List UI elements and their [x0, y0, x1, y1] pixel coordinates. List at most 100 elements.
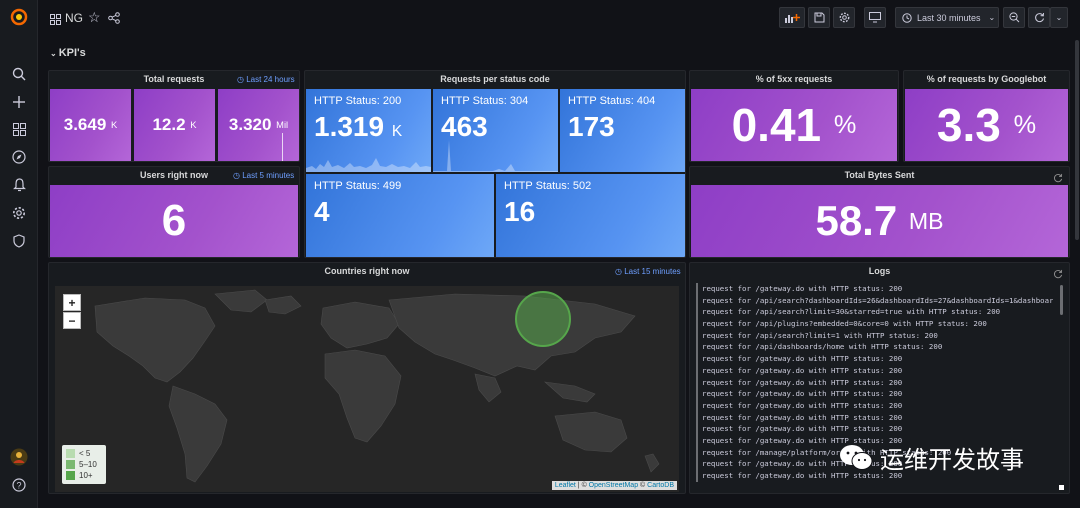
watermark: 运维开发故事 [838, 440, 1024, 475]
top-navbar: NG ☆ Last 30 minutes ⌄ ⌄ [38, 0, 1080, 36]
save-dashboard-button[interactable] [808, 7, 830, 28]
panel-title[interactable]: Logs [868, 266, 891, 276]
log-line[interactable]: request for /gateway.do with HTTP status… [696, 353, 1053, 365]
stat-label: HTTP Status: 200 [314, 95, 402, 107]
share-icon[interactable] [108, 11, 120, 29]
log-line[interactable]: request for /api/search?limit=30&starred… [696, 306, 1053, 319]
stat-value: 4 [314, 196, 330, 227]
osm-link[interactable]: OpenStreetMap [588, 482, 639, 489]
panel-title[interactable]: Requests per status code [440, 74, 550, 84]
leaflet-link[interactable]: Leaflet [554, 482, 576, 489]
log-line[interactable]: request for /api/search?dashboardIds=26&… [696, 294, 1053, 307]
stat-http-502: HTTP Status: 502 16 [496, 174, 685, 257]
stat-value: 1.319 K [314, 111, 403, 142]
attribution-separator: © [638, 482, 648, 489]
refresh-icon[interactable] [1053, 170, 1063, 188]
refresh-interval-dropdown[interactable]: ⌄ [1050, 7, 1068, 28]
stat-total-requests-1: 3.649 K [50, 89, 131, 161]
add-panel-button[interactable] [779, 7, 805, 28]
time-override-label: ◷ Last 15 minutes [615, 267, 681, 276]
plus-icon[interactable] [10, 93, 28, 111]
log-line[interactable]: request for /gateway.do with HTTP status… [696, 388, 1053, 400]
panel-requests-per-status: Requests per status code HTTP Status: 20… [304, 70, 686, 258]
search-icon[interactable] [10, 65, 28, 83]
row-title: KPI's [58, 47, 86, 59]
legend-label: 5–10 [79, 460, 97, 469]
panel-users-right-now: Users right now ◷ Last 5 minutes 6 [48, 166, 300, 258]
log-line[interactable]: request for /gateway.do with HTTP status… [696, 283, 1053, 295]
log-line[interactable]: request for /api/search?limit=1 with HTT… [696, 329, 1053, 342]
refresh-button[interactable] [1028, 7, 1050, 28]
alerting-bell-icon[interactable] [10, 176, 28, 194]
cartodb-link[interactable]: CartoDB [647, 482, 674, 489]
log-list[interactable]: request for /gateway.do with HTTP status… [696, 283, 1053, 489]
panel-pct-5xx: % of 5xx requests 0.41 % [689, 70, 899, 162]
stat-label: HTTP Status: 404 [568, 95, 656, 107]
page-scrollbar[interactable] [1075, 40, 1079, 240]
dashboard-settings-button[interactable] [833, 7, 855, 28]
log-line[interactable]: request for /api/dashboards/home with HT… [696, 341, 1053, 354]
dashboard-title[interactable]: NG [65, 11, 83, 25]
svg-text:?: ? [16, 480, 21, 490]
chevron-down-icon: ⌄ [50, 49, 57, 58]
world-map-land [94, 289, 660, 483]
time-override-label: ◷ Last 5 minutes [233, 171, 295, 180]
shield-icon[interactable] [10, 232, 28, 250]
panel-title[interactable]: % of requests by Googlebot [926, 74, 1047, 84]
log-line[interactable]: request for /gateway.do with HTTP status… [696, 364, 1053, 377]
log-line[interactable]: request for /manage/platform/order with … [696, 446, 1053, 459]
map-legend: < 5 5–10 10+ [62, 445, 106, 484]
explore-compass-icon[interactable] [10, 148, 28, 166]
panel-pct-googlebot: % of requests by Googlebot 3.3 % [903, 70, 1070, 162]
log-line[interactable]: request for /gateway.do with HTTP status… [696, 411, 1053, 424]
log-line[interactable]: request for /gateway.do with HTTP status… [696, 434, 1053, 447]
time-override-label: ◷ Last 24 hours [237, 75, 295, 84]
dashboards-icon[interactable] [10, 120, 28, 138]
time-picker-button[interactable]: Last 30 minutes ⌄ [895, 7, 999, 28]
log-line[interactable]: request for /gateway.do with HTTP status… [696, 399, 1053, 412]
stat-total-requests-2: 12.2 K [134, 89, 215, 161]
stat-http-200: HTTP Status: 200 1.319 K [306, 89, 431, 172]
wechat-icon [840, 444, 873, 470]
map-zoom-in-button[interactable]: + [63, 294, 81, 311]
stat-label: HTTP Status: 502 [504, 180, 592, 192]
map-zoom-out-button[interactable]: − [63, 312, 81, 329]
row-collapse-toggle[interactable]: ⌄ KPI's [50, 47, 86, 59]
log-line[interactable]: request for /gateway.do with HTTP status… [696, 470, 1053, 482]
panel-title[interactable]: Total requests [143, 74, 205, 84]
sparkline [433, 140, 558, 172]
settings-gear-icon[interactable] [10, 204, 28, 222]
user-avatar[interactable] [10, 448, 28, 466]
resize-handle[interactable] [1059, 485, 1064, 490]
panel-title[interactable]: Countries right now [324, 266, 410, 276]
zoom-out-time-button[interactable] [1003, 7, 1025, 28]
map-cluster-marker[interactable] [513, 289, 573, 349]
world-map[interactable]: + − < 5 5–10 10+ Leaflet | © OpenStreetM… [55, 286, 679, 492]
stat-value: 463 [441, 111, 488, 142]
help-icon[interactable]: ? [10, 476, 28, 494]
refresh-icon[interactable] [1053, 266, 1063, 284]
dashboards-grid-icon[interactable] [50, 12, 61, 30]
stat-http-304: HTTP Status: 304 463 [433, 89, 558, 172]
log-line[interactable]: request for /api/plugins?embedded=0&core… [696, 318, 1053, 330]
stat-http-404: HTTP Status: 404 173 [560, 89, 685, 172]
log-line[interactable]: request for /gateway.do with HTTP status… [696, 376, 1053, 389]
cycle-view-mode-button[interactable] [864, 7, 886, 28]
chevron-down-icon: ⌄ [988, 13, 996, 22]
log-line[interactable]: request for /gateway.do with HTTP status… [696, 458, 1053, 470]
grafana-logo-icon[interactable] [10, 8, 28, 26]
log-line[interactable]: request for /gateway.do with HTTP status… [696, 423, 1053, 435]
panel-total-bytes-sent: Total Bytes Sent 58.7 MB [689, 166, 1070, 258]
stat-label: HTTP Status: 304 [441, 95, 529, 107]
watermark-text: 运维开发故事 [880, 446, 1024, 474]
panel-title[interactable]: Users right now [139, 170, 208, 180]
stat-http-499: HTTP Status: 499 4 [306, 174, 494, 257]
sidebar: ? [0, 0, 38, 508]
star-icon[interactable]: ☆ [88, 9, 101, 25]
panel-title[interactable]: Total Bytes Sent [844, 170, 915, 180]
stat-label: HTTP Status: 499 [314, 180, 402, 192]
scrollbar[interactable] [1060, 285, 1063, 315]
time-range-label: Last 30 minutes [917, 12, 981, 23]
map-attribution: Leaflet | © OpenStreetMap © CartoDB [551, 481, 677, 490]
panel-title[interactable]: % of 5xx requests [755, 74, 833, 84]
